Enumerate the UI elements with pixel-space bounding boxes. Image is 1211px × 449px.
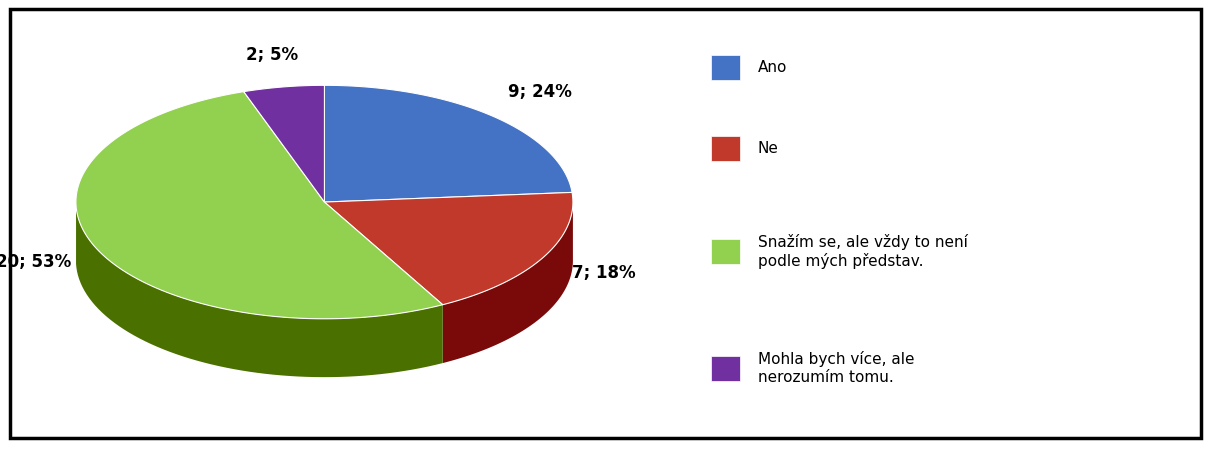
Bar <box>711 55 740 80</box>
Bar <box>711 239 740 264</box>
Text: 9; 24%: 9; 24% <box>507 83 572 101</box>
Text: Ano: Ano <box>758 60 787 75</box>
Polygon shape <box>325 193 573 305</box>
Polygon shape <box>325 85 572 202</box>
Text: 7; 18%: 7; 18% <box>573 264 636 282</box>
Text: Snažím se, ale vždy to není
podle mých představ.: Snažím se, ale vždy to není podle mých p… <box>758 234 968 269</box>
Polygon shape <box>76 92 443 319</box>
Text: Mohla bych více, ale
nerozumím tomu.: Mohla bych více, ale nerozumím tomu. <box>758 352 914 385</box>
Polygon shape <box>443 203 573 363</box>
Text: 20; 53%: 20; 53% <box>0 253 70 271</box>
Bar <box>711 356 740 381</box>
Polygon shape <box>243 85 325 202</box>
Polygon shape <box>76 206 443 377</box>
Text: 2; 5%: 2; 5% <box>246 46 298 64</box>
Text: Ne: Ne <box>758 141 779 156</box>
Bar <box>711 136 740 161</box>
